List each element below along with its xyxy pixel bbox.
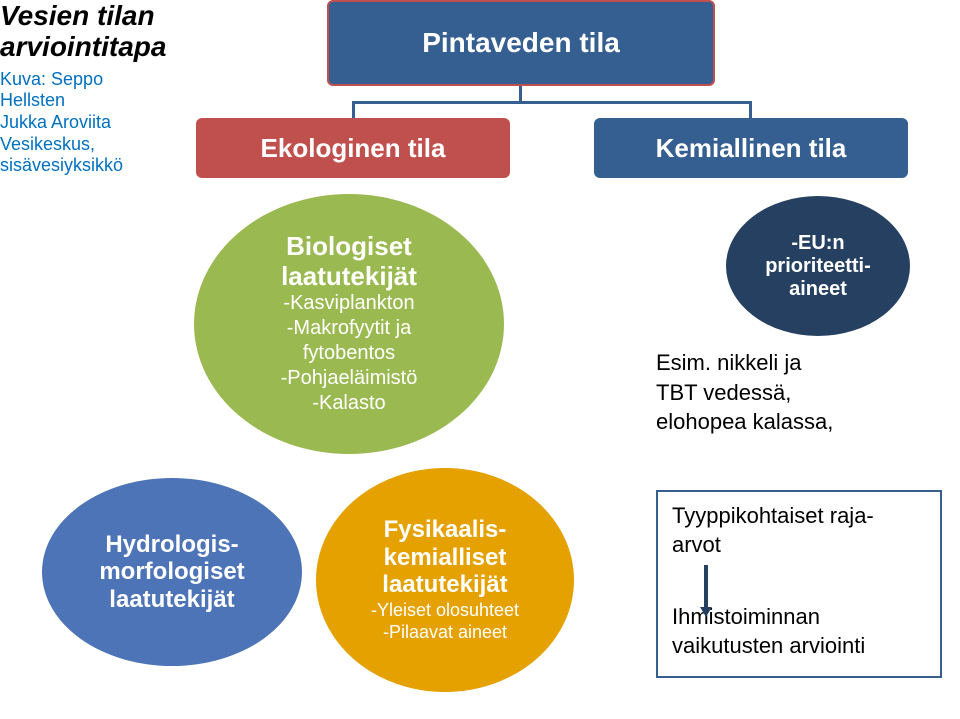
eu-title-3: aineet: [789, 278, 847, 301]
bio-sub-2: -Makrofyytit ja: [287, 316, 411, 341]
box-kemiallinen-tila: Kemiallinen tila: [594, 118, 908, 178]
title-line-2: arviointitapa: [0, 31, 210, 62]
box-top-label: Pintaveden tila: [422, 27, 620, 59]
ellipse-eu-prioriteetti: -EU:n prioriteetti- aineet: [726, 196, 910, 336]
hydro-title-3: laatutekijät: [109, 586, 234, 614]
annotbox-line-1: Tyyppikohtaiset raja-: [672, 502, 926, 531]
bio-sub-5: -Kalasto: [312, 391, 385, 416]
diagram-canvas: { "title": { "line1": "Vesien tilan", "l…: [0, 0, 960, 719]
annotation-esim: Esim. nikkeli ja TBT vedessä, elohopea k…: [656, 348, 936, 437]
bio-sub-4: -Pohjaeläimistö: [281, 366, 418, 391]
bio-sub-3: fytobentos: [303, 341, 395, 366]
annotbox-line-4: vaikutusten arviointi: [672, 632, 926, 661]
fys-title-2: kemialliset: [384, 544, 507, 572]
ellipse-biologiset: Biologiset laatutekijät -Kasviplankton -…: [194, 194, 504, 454]
fys-sub-1: -Yleiset olosuhteet: [371, 599, 519, 622]
connector-drop-left: [352, 101, 355, 118]
eu-title-2: prioriteetti-: [765, 255, 871, 278]
connector-stem: [519, 86, 522, 101]
arrow-down-head-icon: [700, 607, 712, 617]
title-line-1: Vesien tilan: [0, 0, 210, 31]
box-right-label: Kemiallinen tila: [656, 133, 847, 164]
box-left-label: Ekologinen tila: [261, 133, 446, 164]
title-block: Vesien tilan arviointitapa Kuva: Seppo H…: [0, 0, 210, 177]
esim-line-1: Esim. nikkeli ja: [656, 348, 936, 378]
eu-title-1: -EU:n: [791, 232, 844, 255]
ellipse-hydrologis: Hydrologis- morfologiset laatutekijät: [42, 478, 302, 666]
credit-line-5: sisävesiyksikkö: [0, 155, 210, 177]
bio-title-2: laatutekijät: [281, 262, 417, 292]
annotation-box: Tyyppikohtaiset raja- arvot Ihmistoiminn…: [656, 490, 942, 678]
connector-horiz: [352, 101, 752, 104]
fys-title-3: laatutekijät: [382, 571, 507, 599]
connector-drop-right: [749, 101, 752, 118]
box-ekologinen-tila: Ekologinen tila: [196, 118, 510, 178]
credit-line-3: Jukka Aroviita: [0, 112, 210, 134]
credit-line-1: Kuva: Seppo: [0, 69, 210, 91]
annotbox-line-2: arvot: [672, 531, 926, 560]
esim-line-2: TBT vedessä,: [656, 378, 936, 408]
esim-line-3: elohopea kalassa,: [656, 407, 936, 437]
bio-title-1: Biologiset: [286, 232, 412, 262]
ellipse-fysikaalis: Fysikaalis- kemialliset laatutekijät -Yl…: [316, 468, 574, 692]
hydro-title-1: Hydrologis-: [105, 531, 238, 559]
box-pintaveden-tila: Pintaveden tila: [327, 0, 715, 86]
bio-sub-1: -Kasviplankton: [283, 291, 414, 316]
credit-line-2: Hellsten: [0, 90, 210, 112]
credit-line-4: Vesikeskus,: [0, 134, 210, 156]
arrow-down-icon: [704, 565, 708, 607]
fys-sub-2: -Pilaavat aineet: [383, 621, 507, 644]
hydro-title-2: morfologiset: [99, 558, 244, 586]
fys-title-1: Fysikaalis-: [384, 516, 507, 544]
